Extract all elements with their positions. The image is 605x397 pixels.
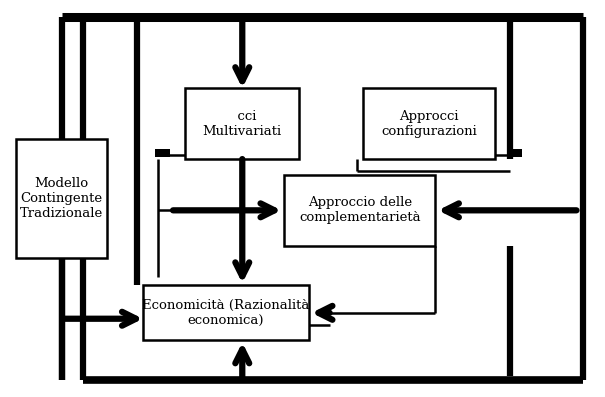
Bar [284,175,435,246]
Bar [155,149,170,157]
Bar [363,88,495,159]
Bar [185,88,299,159]
Text: Economicità (Razionalità
economica): Economicità (Razionalità economica) [142,299,309,327]
Bar [143,285,309,340]
Bar [507,149,522,157]
Text: cci
Multivariati: cci Multivariati [203,110,282,138]
Text: Approccio delle
complementarietà: Approccio delle complementarietà [299,197,420,224]
Bar [16,139,106,258]
Text: Approcci
configurazioni: Approcci configurazioni [381,110,477,138]
Text: Modello
Contingente
Tradizionale: Modello Contingente Tradizionale [20,177,103,220]
